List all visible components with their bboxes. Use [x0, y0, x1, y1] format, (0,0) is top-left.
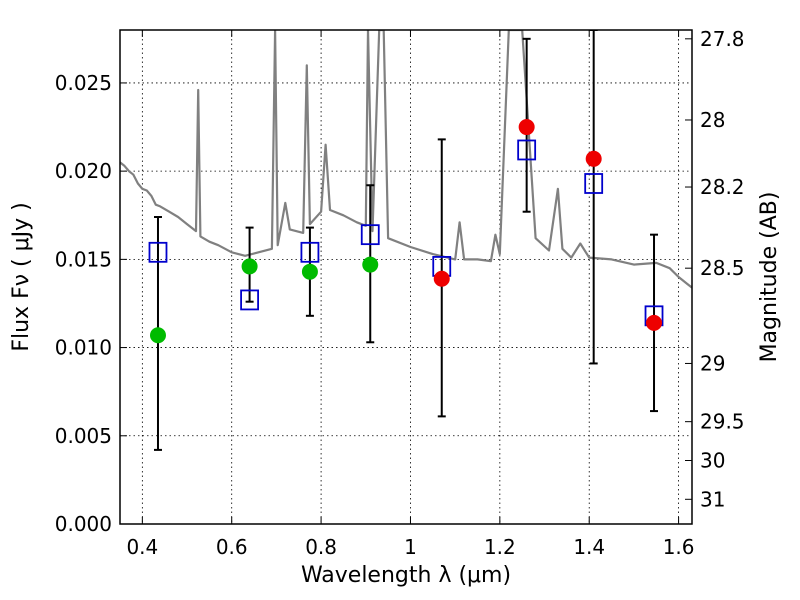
observed-green-point [362, 256, 379, 273]
y-tick-label: 0.015 [55, 247, 112, 271]
x-tick-label: 1 [404, 535, 417, 559]
y-tick-label: 0.025 [55, 71, 112, 95]
x-axis-label: Wavelength λ (μm) [301, 563, 511, 588]
y2-axis-label: Magnitude (AB) [757, 192, 782, 363]
y2-tick-label: 31 [700, 487, 725, 511]
y-tick-label: 0.000 [55, 512, 112, 536]
observed-red-point [433, 270, 450, 287]
x-tick-label: 0.6 [216, 535, 248, 559]
model-point-square [360, 224, 380, 246]
model-point-square [148, 241, 168, 263]
x-tick-label: 0.4 [126, 535, 158, 559]
model-point-square [517, 139, 537, 161]
observed-red-point [646, 314, 663, 331]
ticks-layer: 0.4 0.6 0.8 1 1.2 1.4 1.6 0.000 0.005 0.010 0.015 0… [55, 27, 745, 559]
model-point-square [584, 173, 604, 194]
model-point-square [240, 289, 259, 311]
spectrum-layer [120, 30, 692, 289]
x-tick-label: 1.2 [484, 535, 516, 559]
marks-layer [148, 30, 664, 451]
y2-tick-label: 28.5 [700, 256, 745, 280]
spectrum-line [120, 30, 692, 289]
y2-tick-label: 28 [700, 108, 725, 132]
observed-red-point [518, 119, 535, 136]
y2-tick-label: 30 [700, 448, 725, 472]
model-point-square [300, 241, 320, 263]
plot-frame [119, 29, 693, 525]
x-tick-label: 1.6 [663, 535, 695, 559]
y2-tick-label: 29 [700, 351, 725, 375]
observed-green-point [301, 263, 318, 280]
observed-green-point [241, 258, 258, 275]
observed-green-point [149, 327, 166, 344]
x-tick-label: 0.8 [305, 535, 337, 559]
x-tick-label: 1.4 [573, 535, 605, 559]
y-tick-label: 0.010 [55, 336, 112, 360]
y2-tick-label: 28.2 [700, 175, 745, 199]
y-axis-label: Flux Fν ( μJy ) [9, 202, 34, 351]
y2-tick-label: 29.5 [700, 410, 745, 434]
observed-red-point [585, 150, 602, 167]
y2-tick-label: 27.8 [700, 27, 745, 51]
y-tick-label: 0.020 [55, 159, 112, 183]
y-tick-label: 0.005 [55, 424, 112, 448]
